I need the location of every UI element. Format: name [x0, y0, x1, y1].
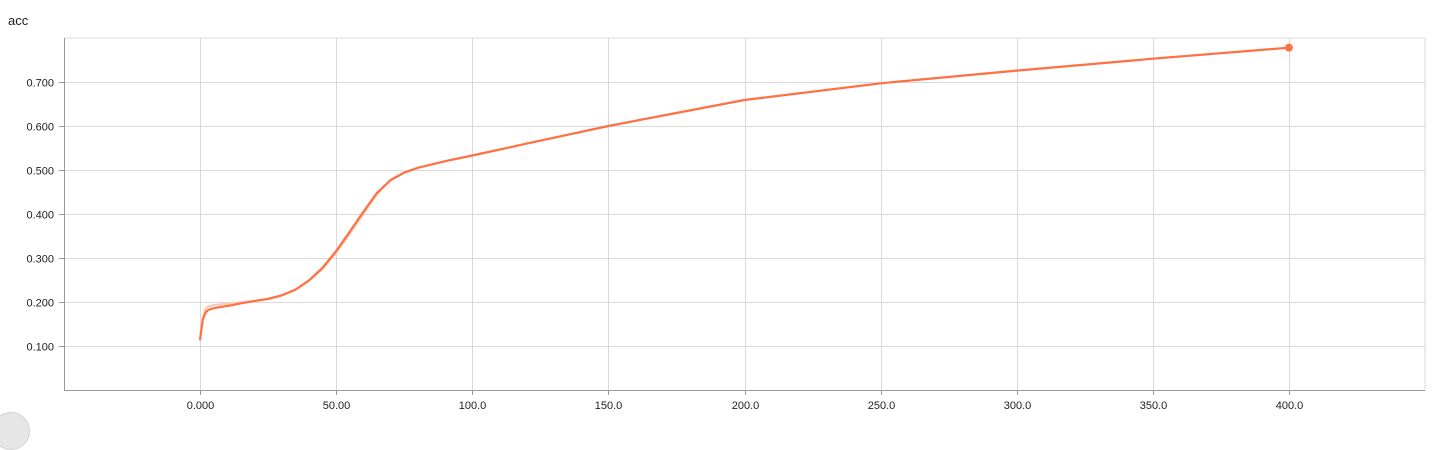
y-tick-label: 0.100 — [26, 342, 54, 354]
y-tick-label: 0.300 — [26, 254, 54, 266]
x-tick-label: 100.0 — [459, 400, 487, 412]
chart-plot[interactable]: 0.000 50.00 100.0 150.0 200.0 250.0 300.0 350.0… — [0, 0, 1451, 422]
axes — [59, 38, 1425, 395]
tick-labels: 0.000 50.00 100.0 150.0 200.0 250.0 300.0 350.0… — [26, 78, 1303, 413]
x-tick-label: 250.0 — [868, 400, 896, 412]
series-line-smoothed — [199, 46, 1290, 341]
y-tick-label: 0.500 — [26, 166, 54, 178]
series-end-point — [1284, 43, 1293, 52]
x-tick-label: 300.0 — [1004, 400, 1032, 412]
y-tick-label: 0.700 — [26, 78, 54, 90]
series-markers — [1284, 43, 1293, 52]
x-tick-label: 400.0 — [1276, 400, 1304, 412]
chart-title: acc — [8, 13, 29, 28]
series-lines — [199, 46, 1290, 341]
x-tick-label: 50.00 — [323, 400, 351, 412]
x-tick-label: 200.0 — [732, 400, 760, 412]
x-tick-label: 0.000 — [187, 400, 215, 412]
x-tick-label: 150.0 — [595, 400, 623, 412]
y-tick-label: 0.400 — [26, 210, 54, 222]
y-tick-label: 0.600 — [26, 122, 54, 134]
grid-lines — [64, 37, 1426, 390]
x-tick-label: 350.0 — [1140, 400, 1168, 412]
series-line-raw — [199, 46, 1290, 341]
y-tick-label: 0.200 — [26, 298, 54, 310]
